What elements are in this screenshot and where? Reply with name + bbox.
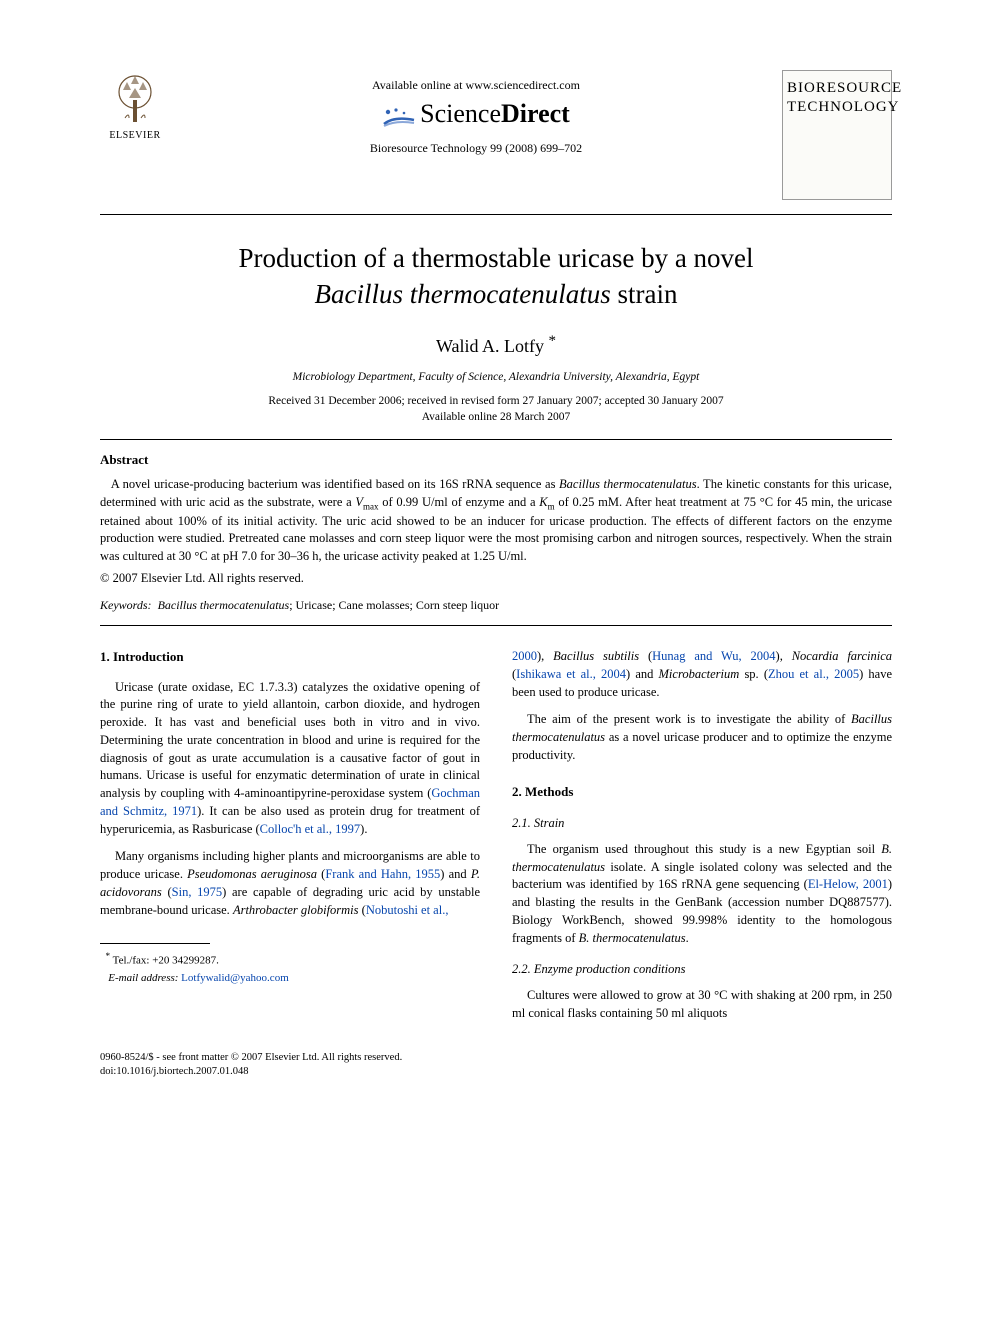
rp1-sp1: Bacillus subtilis (553, 649, 639, 663)
section-2-1-heading: 2.1. Strain (512, 815, 892, 833)
dates-available: Available online 28 March 2007 (422, 411, 571, 423)
journal-name-line1: BIORESOURCE (787, 79, 887, 98)
dates-received: Received 31 December 2006; received in r… (268, 395, 723, 407)
ref-elhelow[interactable]: El-Helow, 2001 (808, 877, 888, 891)
keywords-label: Keywords: (100, 598, 152, 612)
rp1-t11: sp. ( (739, 667, 768, 681)
title-line1: Production of a thermostable uricase by … (238, 243, 753, 273)
sd-science: Science (420, 99, 501, 128)
rule-after-dates (100, 439, 892, 440)
lp2-t10: ( (359, 903, 366, 917)
right-para-2: The aim of the present work is to invest… (512, 711, 892, 764)
author-marker: * (549, 333, 557, 349)
keywords-line: Keywords: Bacillus thermocatenulatus; Ur… (100, 598, 892, 613)
rule-after-keywords (100, 625, 892, 626)
elsevier-logo-block: ELSEVIER (100, 70, 170, 141)
rp3-sp2: B. thermocatenulatus (579, 931, 686, 945)
affiliation: Microbiology Department, Faculty of Scie… (100, 371, 892, 383)
elsevier-label: ELSEVIER (100, 130, 170, 141)
abs-vmax-sub: max (363, 501, 379, 511)
footer-block: 0960-8524/$ - see front matter © 2007 El… (100, 1051, 892, 1080)
rp1-t9: ) and (626, 667, 659, 681)
abs-t0: A novel uricase-producing bacterium was … (111, 477, 559, 491)
rp3-t0: The organism used throughout this study … (527, 842, 881, 856)
ref-frank[interactable]: Frank and Hahn, 1955 (325, 867, 440, 881)
section-1-heading: 1. Introduction (100, 648, 480, 666)
ref-nobutoshi[interactable]: Nobutoshi et al., (366, 903, 449, 917)
lp1-t0: Uricase (urate oxidase, EC 1.7.3.3) cata… (100, 680, 480, 801)
footnote-rule (100, 943, 210, 944)
footer-line1: 0960-8524/$ - see front matter © 2007 El… (100, 1052, 402, 1063)
rp2-t0: The aim of the present work is to invest… (527, 712, 851, 726)
abs-km-sub: m (548, 501, 555, 511)
rp1-t3: ( (639, 649, 652, 663)
title-species: Bacillus thermocatenulatus (315, 279, 611, 309)
title-suffix: strain (611, 279, 678, 309)
lp2-t6: ( (162, 885, 172, 899)
rp1-t5: ), (776, 649, 792, 663)
footer-line2: doi:10.1016/j.biortech.2007.01.048 (100, 1066, 248, 1077)
rp1-sp3: Microbacterium (659, 667, 740, 681)
ref-colloch[interactable]: Colloc'h et al., 1997 (260, 822, 361, 836)
header-row: ELSEVIER Available online at www.science… (100, 70, 892, 200)
left-column: 1. Introduction Uricase (urate oxidase, … (100, 648, 480, 1032)
footnote-tel: Tel./fax: +20 34299287. (113, 955, 219, 967)
footnote-email[interactable]: Lotfywalid@yahoo.com (181, 972, 289, 984)
journal-cover-box: BIORESOURCE TECHNOLOGY (782, 70, 892, 200)
ref-hunag[interactable]: Hunag and Wu, 2004 (652, 649, 775, 663)
sciencedirect-swoosh-icon (382, 105, 416, 127)
section-2-2-heading: 2.2. Enzyme production conditions (512, 961, 892, 979)
abs-km-k: K (539, 495, 547, 509)
intro-para-2: Many organisms including higher plants a… (100, 848, 480, 919)
section-2-heading: 2. Methods (512, 783, 892, 801)
lp2-sp3: Arthrobacter globiformis (233, 903, 359, 917)
intro-para-1: Uricase (urate oxidase, EC 1.7.3.3) cata… (100, 679, 480, 839)
elsevier-tree-icon (107, 70, 163, 126)
abstract-copyright: © 2007 Elsevier Ltd. All rights reserved… (100, 571, 892, 586)
available-online-text: Available online at www.sciencedirect.co… (170, 78, 782, 93)
center-header: Available online at www.sciencedirect.co… (170, 70, 782, 156)
two-column-body: 1. Introduction Uricase (urate oxidase, … (100, 648, 892, 1032)
right-para-4: Cultures were allowed to grow at 30 °C w… (512, 987, 892, 1023)
abstract-body: A novel uricase-producing bacterium was … (100, 476, 892, 565)
sciencedirect-logo: ScienceDirect (170, 99, 782, 129)
journal-name-line2: TECHNOLOGY (787, 98, 887, 117)
right-para-1: 2000), Bacillus subtilis (Hunag and Wu, … (512, 648, 892, 701)
page-container: ELSEVIER Available online at www.science… (0, 0, 992, 1130)
abstract-heading: Abstract (100, 452, 892, 468)
ref-sin[interactable]: Sin, 1975 (172, 885, 222, 899)
ref-zhou[interactable]: Zhou et al., 2005 (768, 667, 859, 681)
author-name: Walid A. Lotfy (436, 336, 544, 356)
ref-nobutoshi-cont[interactable]: 2000 (512, 649, 537, 663)
author-line: Walid A. Lotfy * (100, 333, 892, 357)
rule-top (100, 214, 892, 215)
footnote-block: * Tel./fax: +20 34299287. E-mail address… (100, 950, 480, 986)
lp1-t4: ). (360, 822, 367, 836)
abs-t5: of 0.99 U/ml of enzyme and a (379, 495, 540, 509)
footnote-email-label: E-mail address: (108, 972, 178, 984)
lp2-sp1: Pseudomonas aeruginosa (187, 867, 317, 881)
rp3-t6: . (686, 931, 689, 945)
rp1-t1: ), (537, 649, 553, 663)
lp2-t4: ) and (440, 867, 471, 881)
article-title: Production of a thermostable uricase by … (100, 240, 892, 313)
kw-rest: ; Uricase; Cane molasses; Corn steep liq… (289, 598, 499, 612)
abs-species: Bacillus thermocatenulatus (559, 477, 697, 491)
dates-block: Received 31 December 2006; received in r… (100, 393, 892, 425)
abs-vmax-v: V (355, 495, 363, 509)
right-column: 2000), Bacillus subtilis (Hunag and Wu, … (512, 648, 892, 1032)
journal-reference: Bioresource Technology 99 (2008) 699–702 (170, 141, 782, 156)
rp1-sp2: Nocardia farcinica (792, 649, 892, 663)
right-para-3: The organism used throughout this study … (512, 841, 892, 948)
kw-species: Bacillus thermocatenulatus (158, 598, 290, 612)
sd-direct: Direct (501, 99, 570, 128)
ref-ishikawa[interactable]: Ishikawa et al., 2004 (516, 667, 626, 681)
